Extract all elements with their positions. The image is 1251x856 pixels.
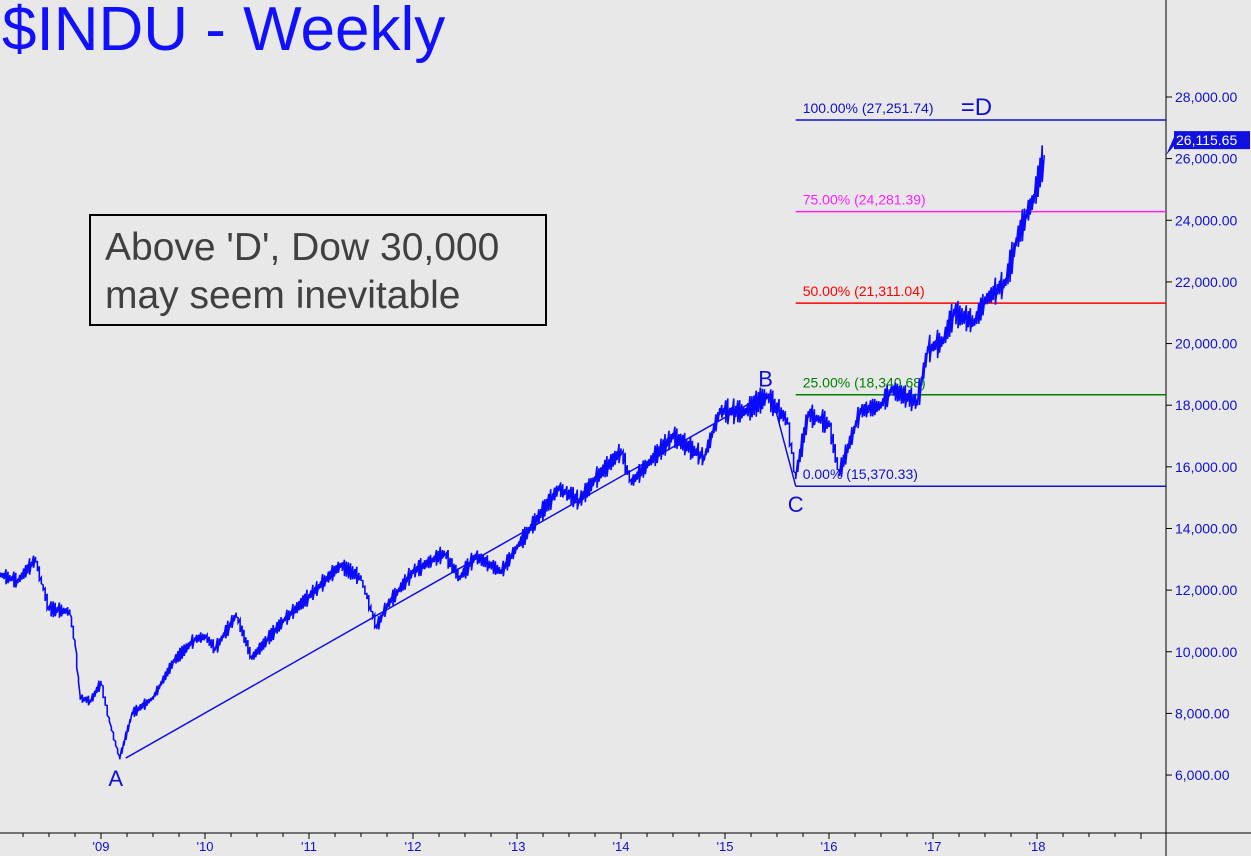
fib-level-label: 50.00% (21,311.04) — [803, 283, 925, 299]
x-tick-label: '14 — [613, 839, 630, 854]
last-price-tag — [1166, 131, 1250, 156]
y-tick-label: 10,000.00 — [1175, 644, 1237, 660]
wave-point-B: B — [758, 366, 773, 391]
y-tick-label: 18,000.00 — [1175, 397, 1237, 413]
y-tick-label: 8,000.00 — [1175, 705, 1230, 721]
x-tick-label: '10 — [197, 839, 214, 854]
chart-title: $INDU - Weekly — [2, 0, 446, 64]
y-tick-label: 24,000.00 — [1175, 212, 1237, 228]
last-price-label: 26,115.65 — [1176, 132, 1237, 148]
y-tick-label: 16,000.00 — [1175, 459, 1237, 475]
y-tick-label: 26,000.00 — [1175, 151, 1237, 167]
annotation-box: Above 'D', Dow 30,000 may seem inevitabl… — [89, 214, 547, 326]
y-tick-label: 22,000.00 — [1175, 274, 1237, 290]
fib-level-label: 0.00% (15,370.33) — [803, 466, 918, 482]
price-line — [0, 145, 1046, 760]
x-tick-label: '09 — [93, 839, 110, 854]
y-tick-label: 20,000.00 — [1175, 336, 1237, 352]
fib-target-label: =D — [961, 94, 992, 121]
fib-level-label: 25.00% (18,340.68) — [803, 375, 926, 391]
annotation-line-2: may seem inevitable — [105, 274, 461, 317]
x-tick-label: '17 — [925, 839, 942, 854]
x-tick-label: '18 — [1029, 839, 1046, 854]
y-tick-label: 28,000.00 — [1175, 89, 1237, 105]
annotation-line-1: Above 'D', Dow 30,000 — [105, 226, 500, 269]
x-tick-label: '11 — [301, 839, 317, 854]
x-tick-label: '13 — [509, 839, 526, 854]
fib-level-label: 75.00% (24,281.39) — [803, 192, 926, 208]
y-tick-label: 6,000.00 — [1175, 767, 1230, 783]
x-tick-label: '15 — [717, 839, 734, 854]
fib-level-label: 100.00% (27,251.74) — [803, 100, 934, 116]
y-tick-label: 14,000.00 — [1175, 520, 1237, 536]
y-tick-label: 12,000.00 — [1175, 582, 1237, 598]
x-tick-label: '16 — [821, 839, 838, 854]
wave-point-A: A — [108, 766, 123, 791]
x-tick-label: '12 — [405, 839, 422, 854]
wave-point-C: C — [788, 492, 804, 517]
